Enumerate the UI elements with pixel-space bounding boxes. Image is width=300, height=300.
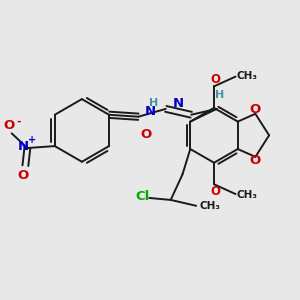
- Text: H: H: [149, 98, 159, 108]
- Text: H: H: [215, 90, 224, 100]
- Text: -: -: [16, 117, 21, 127]
- Text: O: O: [210, 184, 220, 198]
- Text: O: O: [210, 73, 220, 86]
- Text: O: O: [141, 128, 152, 141]
- Text: O: O: [3, 119, 14, 132]
- Text: N: N: [18, 140, 29, 153]
- Text: +: +: [28, 135, 36, 145]
- Text: O: O: [250, 154, 261, 167]
- Text: Cl: Cl: [135, 190, 149, 203]
- Text: CH₃: CH₃: [200, 201, 220, 211]
- Text: N: N: [173, 98, 184, 110]
- Text: CH₃: CH₃: [237, 190, 258, 200]
- Text: O: O: [250, 103, 261, 116]
- Text: CH₃: CH₃: [237, 70, 258, 81]
- Text: O: O: [18, 169, 29, 182]
- Text: N: N: [145, 105, 156, 118]
